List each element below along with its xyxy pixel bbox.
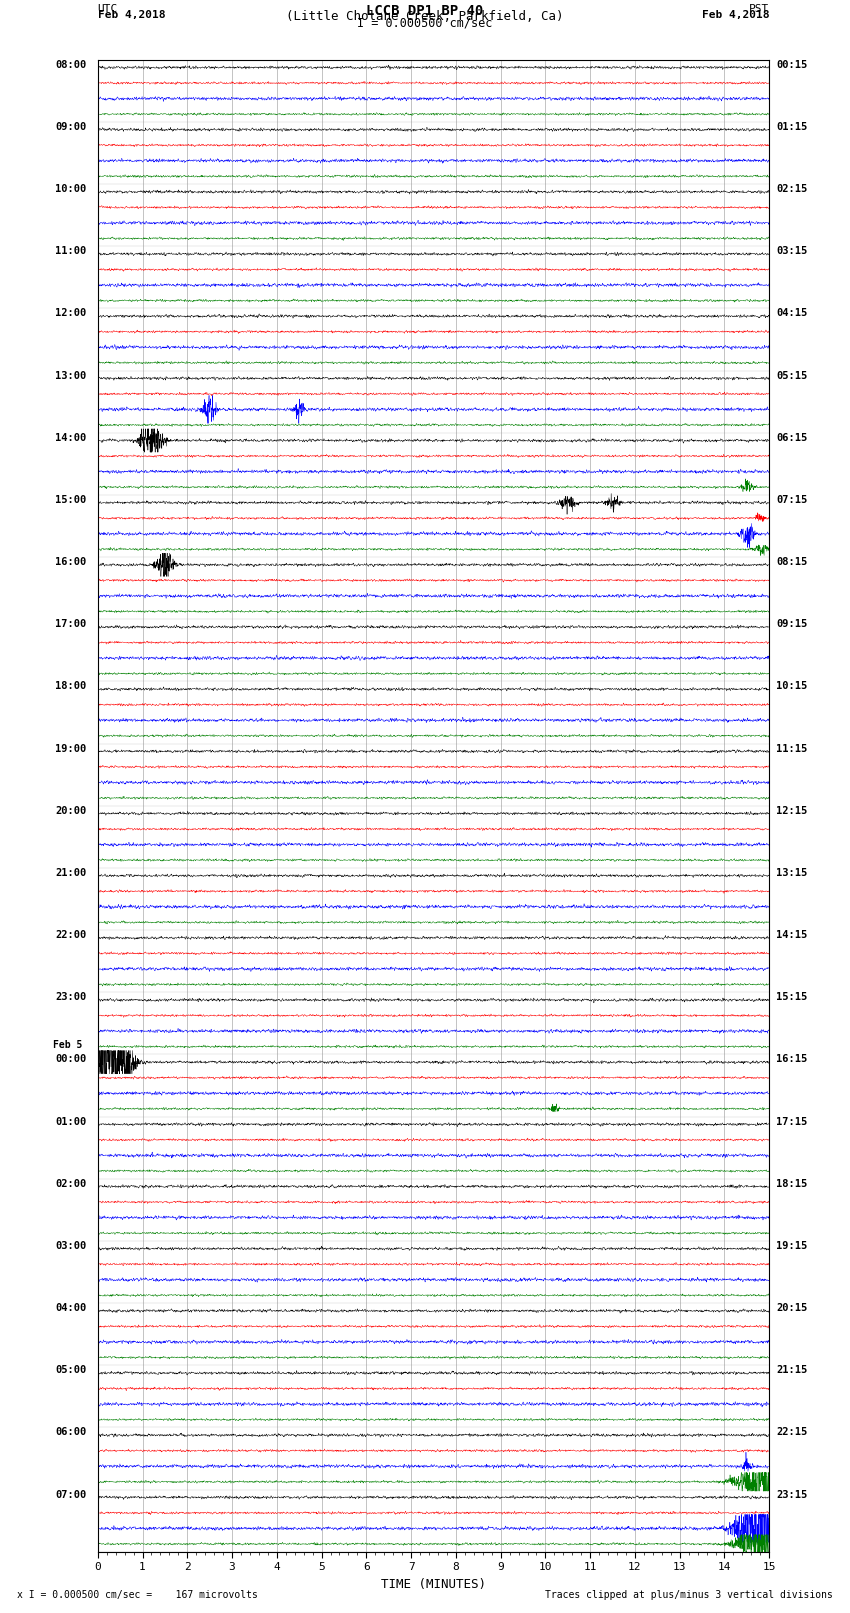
Text: 09:15: 09:15 xyxy=(776,619,808,629)
Text: Feb 4,2018: Feb 4,2018 xyxy=(702,11,769,21)
Text: 09:00: 09:00 xyxy=(55,123,87,132)
Text: 21:00: 21:00 xyxy=(55,868,87,877)
Text: 12:15: 12:15 xyxy=(776,806,808,816)
Text: 08:15: 08:15 xyxy=(776,556,808,568)
Text: 21:15: 21:15 xyxy=(776,1365,808,1376)
Text: 17:00: 17:00 xyxy=(55,619,87,629)
Text: 08:00: 08:00 xyxy=(55,60,87,69)
Text: 13:00: 13:00 xyxy=(55,371,87,381)
Text: x I = 0.000500 cm/sec =    167 microvolts: x I = 0.000500 cm/sec = 167 microvolts xyxy=(17,1590,258,1600)
Text: 22:00: 22:00 xyxy=(55,931,87,940)
Text: 14:15: 14:15 xyxy=(776,931,808,940)
Text: 00:00: 00:00 xyxy=(55,1055,87,1065)
Text: 16:15: 16:15 xyxy=(776,1055,808,1065)
Text: 02:00: 02:00 xyxy=(55,1179,87,1189)
Text: 00:15: 00:15 xyxy=(776,60,808,69)
Text: 07:00: 07:00 xyxy=(55,1489,87,1500)
Text: 20:00: 20:00 xyxy=(55,806,87,816)
Text: Traces clipped at plus/minus 3 vertical divisions: Traces clipped at plus/minus 3 vertical … xyxy=(545,1590,833,1600)
Text: 20:15: 20:15 xyxy=(776,1303,808,1313)
Text: 07:15: 07:15 xyxy=(776,495,808,505)
Text: 22:15: 22:15 xyxy=(776,1428,808,1437)
Text: 12:00: 12:00 xyxy=(55,308,87,318)
Text: 06:15: 06:15 xyxy=(776,432,808,442)
Text: 14:00: 14:00 xyxy=(55,432,87,442)
Text: 04:15: 04:15 xyxy=(776,308,808,318)
Text: 02:15: 02:15 xyxy=(776,184,808,194)
Text: 05:15: 05:15 xyxy=(776,371,808,381)
Text: 11:00: 11:00 xyxy=(55,247,87,256)
Text: 19:00: 19:00 xyxy=(55,744,87,753)
X-axis label: TIME (MINUTES): TIME (MINUTES) xyxy=(381,1578,486,1590)
Text: 17:15: 17:15 xyxy=(776,1116,808,1126)
Text: 04:00: 04:00 xyxy=(55,1303,87,1313)
Text: 01:00: 01:00 xyxy=(55,1116,87,1126)
Text: 23:15: 23:15 xyxy=(776,1489,808,1500)
Text: 18:00: 18:00 xyxy=(55,681,87,692)
Text: UTC: UTC xyxy=(98,5,118,15)
Text: 10:15: 10:15 xyxy=(776,681,808,692)
Text: Feb 4,2018: Feb 4,2018 xyxy=(98,11,165,21)
Text: 18:15: 18:15 xyxy=(776,1179,808,1189)
Text: 01:15: 01:15 xyxy=(776,123,808,132)
Text: 06:00: 06:00 xyxy=(55,1428,87,1437)
Text: 11:15: 11:15 xyxy=(776,744,808,753)
Text: Feb 5: Feb 5 xyxy=(53,1040,82,1050)
Text: I = 0.000500 cm/sec: I = 0.000500 cm/sec xyxy=(357,18,493,31)
Text: 10:00: 10:00 xyxy=(55,184,87,194)
Text: 05:00: 05:00 xyxy=(55,1365,87,1376)
Text: 15:00: 15:00 xyxy=(55,495,87,505)
Text: (Little Cholane Creek, Parkfield, Ca): (Little Cholane Creek, Parkfield, Ca) xyxy=(286,11,564,24)
Text: 19:15: 19:15 xyxy=(776,1240,808,1250)
Text: 03:15: 03:15 xyxy=(776,247,808,256)
Text: 03:00: 03:00 xyxy=(55,1240,87,1250)
Text: 15:15: 15:15 xyxy=(776,992,808,1002)
Text: LCCB DP1 BP 40: LCCB DP1 BP 40 xyxy=(366,5,484,18)
Text: 13:15: 13:15 xyxy=(776,868,808,877)
Text: 16:00: 16:00 xyxy=(55,556,87,568)
Text: 23:00: 23:00 xyxy=(55,992,87,1002)
Text: PST: PST xyxy=(749,5,769,15)
